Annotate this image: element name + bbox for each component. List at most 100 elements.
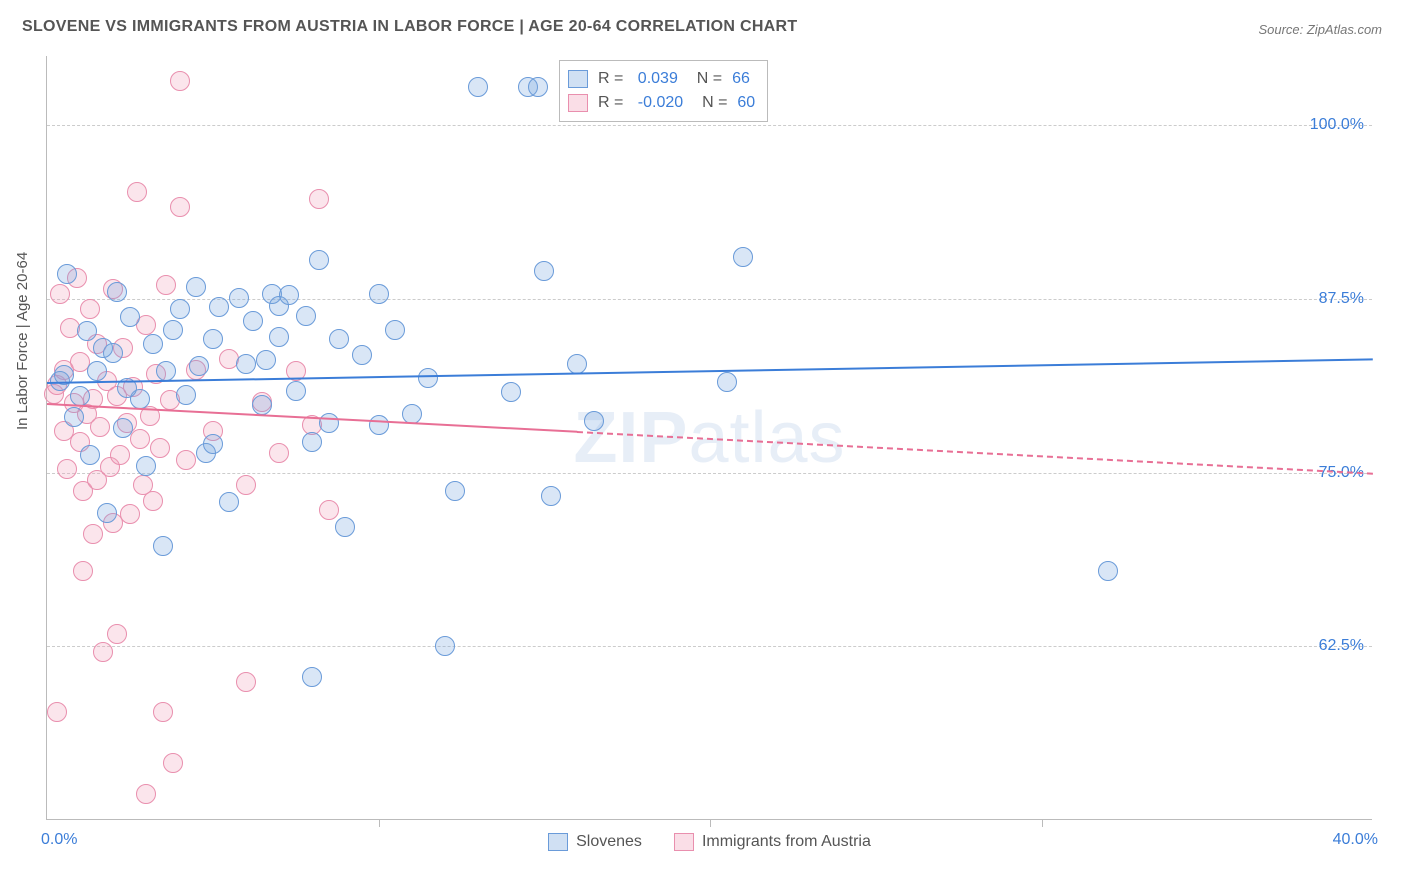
scatter-point-slovenes	[219, 492, 239, 512]
x-tick-label: 0.0%	[41, 831, 77, 849]
scatter-point-slovenes	[243, 311, 263, 331]
scatter-point-austria	[73, 561, 93, 581]
gridline-y	[47, 473, 1372, 474]
scatter-point-slovenes	[156, 361, 176, 381]
scatter-point-austria	[47, 702, 67, 722]
legend-swatch-icon	[568, 94, 588, 112]
scatter-point-slovenes	[385, 320, 405, 340]
scatter-point-slovenes	[143, 334, 163, 354]
scatter-point-austria	[83, 524, 103, 544]
regression-row-slovenes: R = 0.039 N =66	[568, 67, 755, 91]
scatter-point-slovenes	[170, 299, 190, 319]
plot-area: ZIPatlas R = 0.039 N =66R = -0.020 N =60…	[46, 56, 1372, 820]
scatter-point-slovenes	[136, 456, 156, 476]
scatter-point-slovenes	[309, 250, 329, 270]
r-value: -0.020	[638, 94, 683, 112]
scatter-point-slovenes	[534, 261, 554, 281]
scatter-point-austria	[269, 443, 289, 463]
scatter-point-slovenes	[584, 411, 604, 431]
trendline-austria	[577, 431, 1373, 475]
scatter-point-austria	[127, 182, 147, 202]
legend-swatch-icon	[674, 833, 694, 851]
scatter-point-austria	[170, 197, 190, 217]
scatter-point-austria	[309, 189, 329, 209]
scatter-point-slovenes	[369, 284, 389, 304]
scatter-point-austria	[319, 500, 339, 520]
scatter-point-slovenes	[501, 382, 521, 402]
r-label: R =	[598, 70, 628, 88]
scatter-point-slovenes	[352, 345, 372, 365]
x-tick	[710, 819, 711, 827]
legend-item-austria: Immigrants from Austria	[674, 833, 871, 851]
scatter-point-austria	[176, 450, 196, 470]
legend-bottom: Slovenes Immigrants from Austria	[47, 833, 1372, 851]
scatter-point-slovenes	[113, 418, 133, 438]
x-tick	[1042, 819, 1043, 827]
chart-container: SLOVENE VS IMMIGRANTS FROM AUSTRIA IN LA…	[0, 0, 1406, 892]
scatter-point-austria	[143, 491, 163, 511]
scatter-point-austria	[153, 702, 173, 722]
n-value: 66	[732, 70, 750, 88]
y-tick-label: 100.0%	[1310, 116, 1364, 134]
scatter-point-austria	[90, 417, 110, 437]
regression-row-austria: R = -0.020 N = 60	[568, 91, 755, 115]
scatter-point-slovenes	[733, 247, 753, 267]
y-tick-label: 87.5%	[1319, 290, 1364, 308]
scatter-point-slovenes	[329, 329, 349, 349]
scatter-point-slovenes	[468, 77, 488, 97]
scatter-point-slovenes	[70, 386, 90, 406]
source-attribution: Source: ZipAtlas.com	[1258, 22, 1382, 37]
scatter-point-austria	[170, 71, 190, 91]
gridline-y	[47, 125, 1372, 126]
scatter-point-austria	[136, 784, 156, 804]
scatter-point-slovenes	[120, 307, 140, 327]
r-label: R =	[598, 94, 628, 112]
scatter-point-slovenes	[335, 517, 355, 537]
scatter-point-slovenes	[369, 415, 389, 435]
scatter-point-austria	[130, 429, 150, 449]
scatter-point-slovenes	[256, 350, 276, 370]
scatter-point-slovenes	[418, 368, 438, 388]
scatter-point-slovenes	[153, 536, 173, 556]
scatter-point-austria	[57, 459, 77, 479]
regression-stats-box: R = 0.039 N =66R = -0.020 N =60	[559, 60, 768, 122]
scatter-point-slovenes	[107, 282, 127, 302]
scatter-point-austria	[163, 753, 183, 773]
scatter-point-slovenes	[296, 306, 316, 326]
scatter-point-slovenes	[176, 385, 196, 405]
scatter-point-austria	[107, 624, 127, 644]
scatter-point-slovenes	[189, 356, 209, 376]
scatter-point-slovenes	[97, 503, 117, 523]
scatter-point-slovenes	[203, 329, 223, 349]
scatter-point-slovenes	[445, 481, 465, 501]
scatter-point-slovenes	[528, 77, 548, 97]
scatter-point-slovenes	[209, 297, 229, 317]
legend-swatch-icon	[548, 833, 568, 851]
x-tick	[379, 819, 380, 827]
scatter-point-slovenes	[319, 413, 339, 433]
legend-swatch-icon	[568, 70, 588, 88]
n-label: N =	[693, 94, 727, 112]
scatter-point-austria	[150, 438, 170, 458]
n-value: 60	[737, 94, 755, 112]
scatter-point-slovenes	[567, 354, 587, 374]
scatter-point-slovenes	[77, 321, 97, 341]
scatter-point-slovenes	[279, 285, 299, 305]
scatter-point-austria	[110, 445, 130, 465]
scatter-point-slovenes	[57, 264, 77, 284]
scatter-point-austria	[236, 475, 256, 495]
scatter-point-slovenes	[286, 381, 306, 401]
scatter-point-slovenes	[87, 361, 107, 381]
scatter-point-slovenes	[302, 432, 322, 452]
scatter-point-austria	[236, 672, 256, 692]
scatter-point-slovenes	[236, 354, 256, 374]
scatter-point-slovenes	[717, 372, 737, 392]
n-label: N =	[688, 70, 722, 88]
scatter-point-austria	[156, 275, 176, 295]
legend-item-slovenes: Slovenes	[548, 833, 642, 851]
scatter-point-slovenes	[80, 445, 100, 465]
scatter-point-slovenes	[229, 288, 249, 308]
scatter-point-austria	[120, 504, 140, 524]
scatter-point-slovenes	[203, 434, 223, 454]
scatter-point-slovenes	[163, 320, 183, 340]
